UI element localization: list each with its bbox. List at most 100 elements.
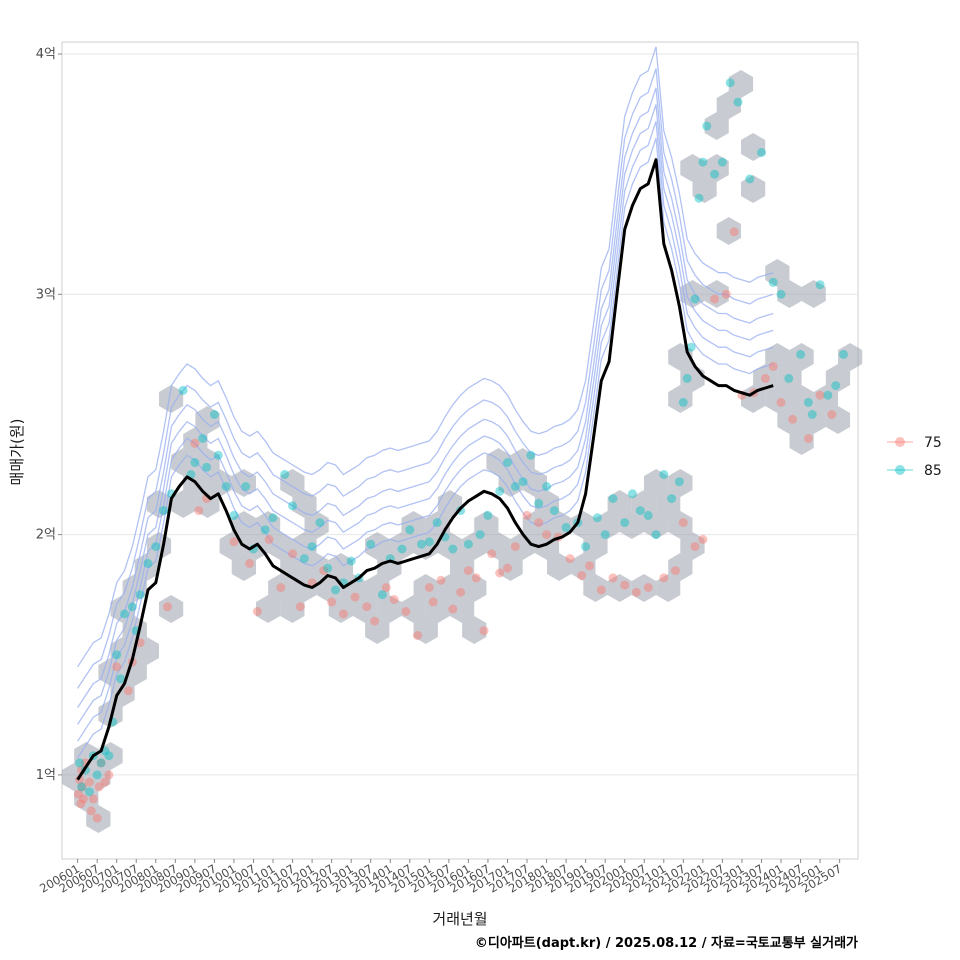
point-85	[213, 450, 223, 460]
point-75	[86, 806, 96, 816]
hexbin-cell	[134, 637, 159, 665]
hexbin-cell	[462, 616, 487, 644]
hexbin-cell	[765, 385, 790, 413]
source-caption: ©디아파트(dapt.kr) / 2025.08.12 / 자료=국토교통부 실…	[475, 935, 858, 951]
point-85	[733, 97, 743, 107]
point-85	[561, 522, 571, 532]
point-75	[608, 573, 618, 583]
hexbin-cell	[631, 490, 657, 518]
point-85	[346, 556, 356, 566]
point-75	[495, 568, 505, 578]
point-75	[370, 616, 380, 626]
legend-key-75	[895, 437, 905, 447]
point-85	[323, 563, 333, 573]
point-85	[377, 590, 387, 600]
hexbin-cell	[450, 553, 475, 581]
point-85	[534, 498, 544, 508]
hexbin-cell	[195, 406, 220, 434]
hexbin-cell	[716, 91, 741, 119]
hexbin-cell	[680, 280, 705, 308]
contour-curve	[77, 87, 774, 708]
y-axis-ticks: 1억 2억 3억 4억	[36, 47, 62, 783]
hexbin-cell	[680, 154, 705, 182]
point-75	[503, 563, 512, 573]
hexbin-cell	[159, 385, 184, 413]
point-85	[268, 513, 278, 523]
hexbin-cell	[62, 763, 87, 791]
point-85	[397, 544, 407, 554]
hexbin-cell	[328, 553, 353, 581]
hexbin-cell	[413, 616, 438, 644]
point-75	[76, 799, 86, 809]
point-85	[127, 602, 137, 612]
hexbin-cell	[583, 574, 608, 602]
hexbin-cell	[474, 511, 499, 539]
hexbin-cell	[98, 742, 123, 770]
hexbin-cell	[280, 595, 305, 623]
hexbin-cell	[304, 553, 329, 581]
hexbin-cell	[74, 742, 99, 770]
point-75	[542, 530, 552, 540]
point-75	[710, 294, 720, 304]
point-85	[241, 482, 251, 491]
contour-curve	[77, 121, 774, 742]
point-85	[475, 530, 485, 540]
point-75	[163, 602, 172, 612]
hexbin-cell	[789, 385, 814, 413]
hexbin-cell	[704, 112, 729, 140]
point-75	[88, 794, 98, 804]
hexbin-cell	[571, 511, 596, 539]
point-75	[77, 782, 87, 792]
point-85	[678, 397, 688, 407]
hexbin-cell	[377, 553, 402, 581]
hexbin-cell	[231, 553, 256, 581]
density-contours	[77, 46, 774, 759]
point-85	[659, 470, 669, 479]
hexbin-cell	[668, 511, 693, 539]
point-85	[776, 289, 786, 299]
point-85	[366, 539, 376, 549]
trend-line-layer	[76, 158, 774, 781]
contour-curve	[77, 46, 774, 668]
hexbin-cell	[765, 259, 790, 287]
point-75	[319, 566, 329, 576]
contour-curve	[77, 104, 774, 725]
point-85	[839, 349, 848, 359]
point-85	[651, 530, 661, 540]
hexbin-cell	[583, 532, 608, 560]
x-tick-label: 202507	[799, 861, 844, 895]
point-75	[338, 609, 348, 619]
point-75	[768, 361, 778, 371]
hexbin-cell	[437, 532, 463, 560]
point-85	[796, 349, 806, 359]
hexbin-cell	[631, 574, 657, 602]
point-85	[483, 510, 493, 520]
point-75	[678, 518, 688, 528]
point-85	[104, 751, 114, 761]
grid-lines	[62, 53, 858, 776]
point-85	[745, 174, 755, 184]
point-85	[686, 342, 696, 352]
hexbin-cell	[534, 490, 560, 518]
hexbin-cell	[462, 574, 487, 602]
hexbin-cell	[98, 700, 123, 728]
hexbin-cell	[741, 175, 766, 203]
point-85	[768, 277, 778, 287]
point-85	[717, 157, 727, 167]
point-85	[549, 506, 559, 516]
point-75	[424, 583, 434, 592]
hexbin-cell	[413, 574, 438, 602]
y-tick-label: 4억	[36, 47, 56, 62]
point-85	[84, 787, 94, 797]
point-75	[92, 813, 102, 823]
hexbin-cell	[692, 175, 717, 203]
hexbin-cell	[607, 490, 632, 518]
hexbin-cell	[159, 595, 184, 623]
point-85	[96, 758, 106, 768]
point-75	[448, 604, 458, 614]
hexbin-cell	[437, 574, 463, 602]
contour-curve	[77, 137, 774, 759]
hexbin-cell	[74, 784, 99, 812]
legend: 75 85	[887, 435, 942, 479]
point-75	[815, 390, 825, 400]
